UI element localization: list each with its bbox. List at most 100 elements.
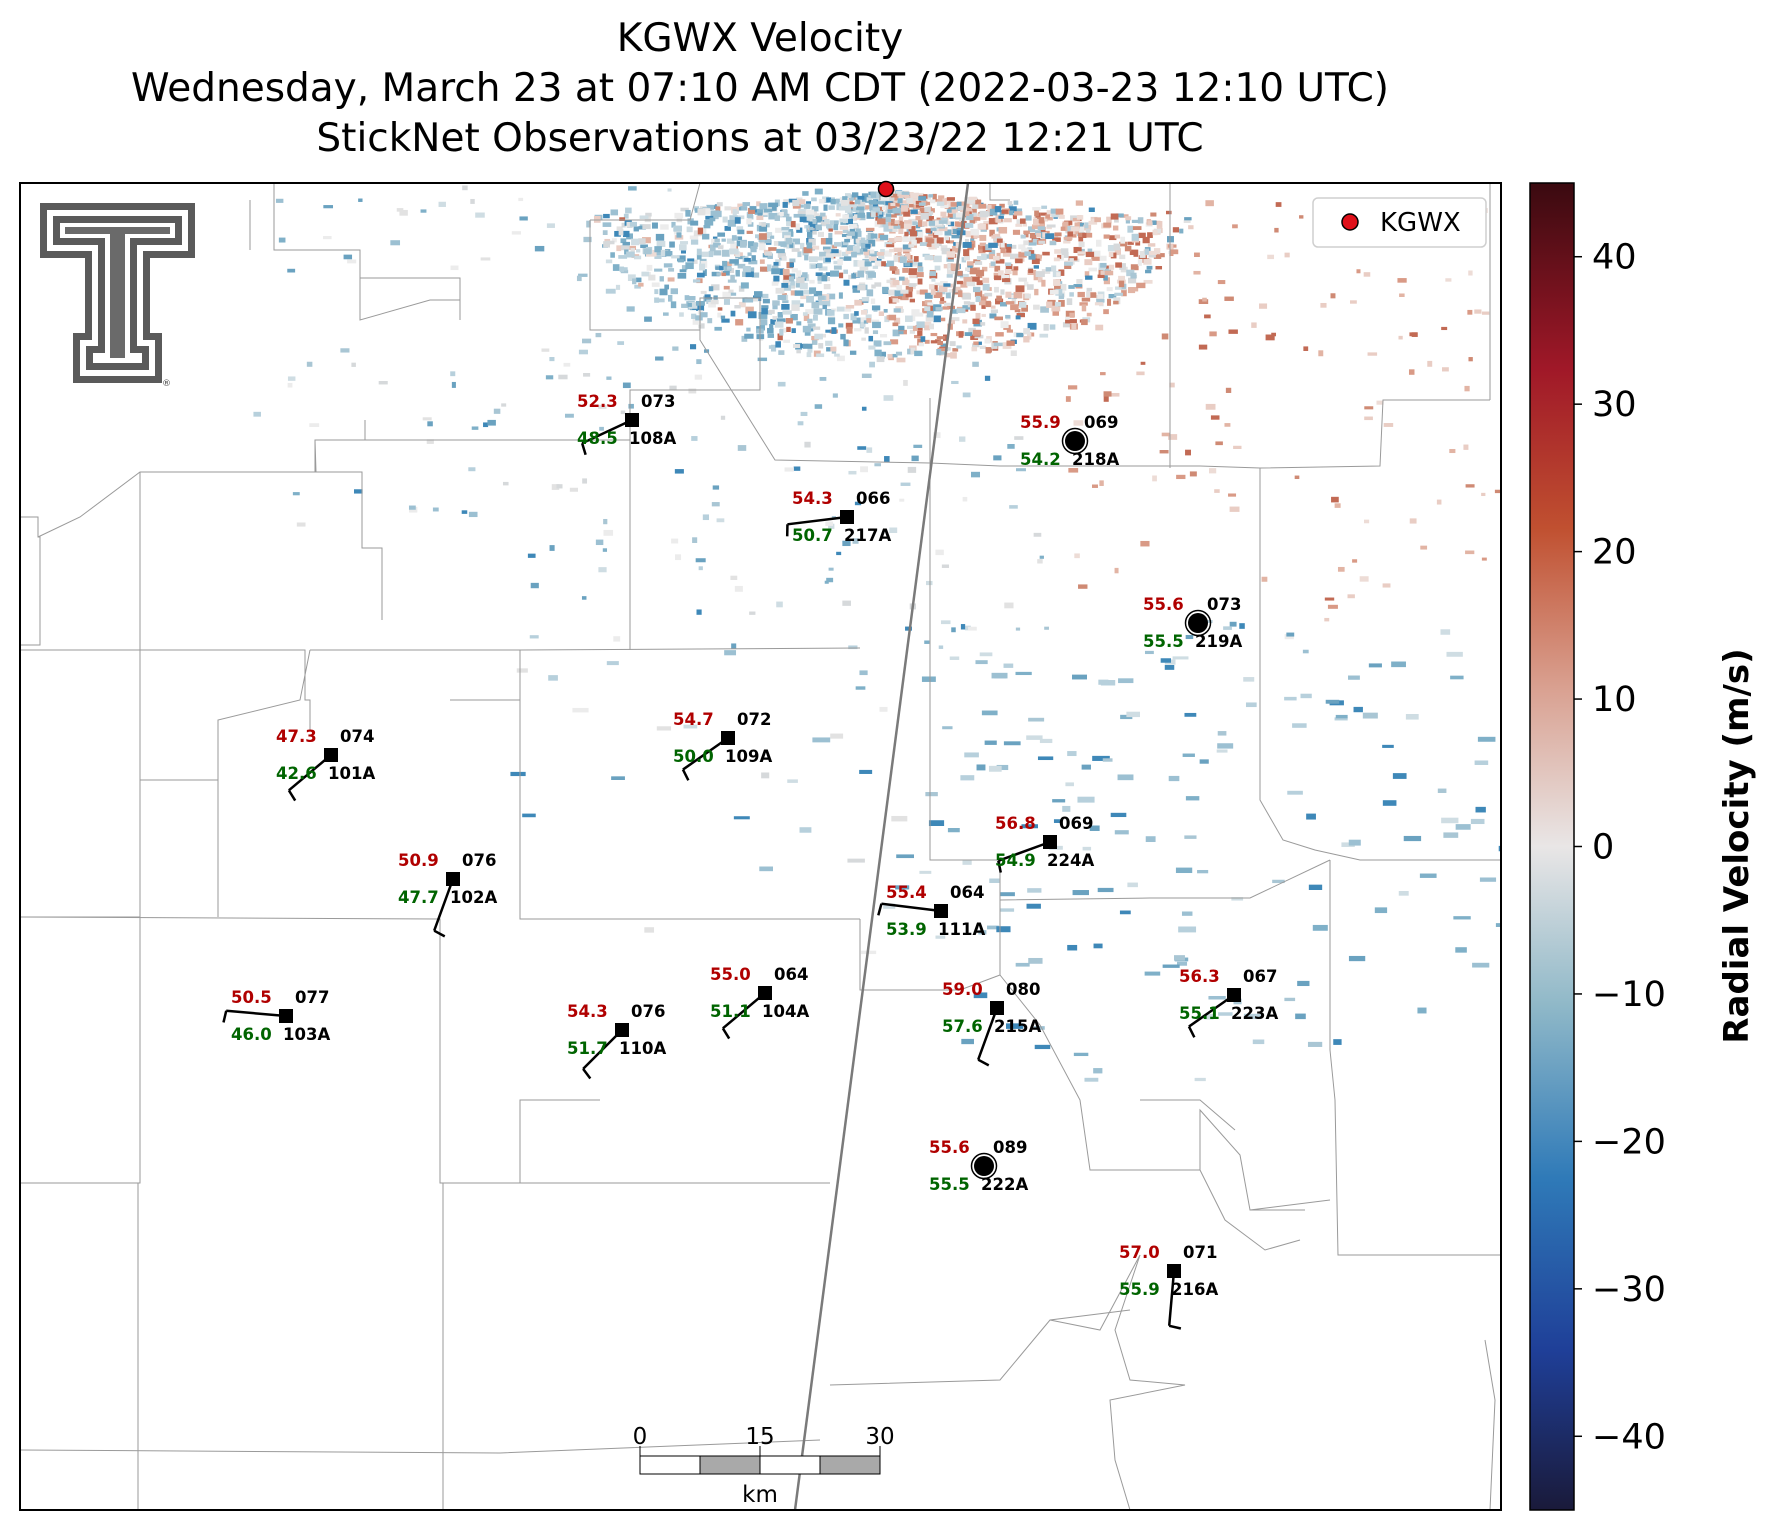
- station-dewpoint: 42.6: [276, 764, 317, 783]
- wind-barb-feather: [721, 1027, 731, 1040]
- station-direction: 066: [856, 489, 890, 508]
- station-temp: 52.3: [577, 392, 618, 411]
- station-215A: 59.0 080 57.6 215A: [942, 980, 1041, 1067]
- scale-label-0: 0: [633, 1424, 648, 1450]
- wind-barb: [288, 754, 332, 792]
- station-temp: 55.0: [710, 965, 751, 984]
- station-direction: 071: [1183, 1243, 1217, 1262]
- station-direction: 076: [462, 851, 496, 870]
- station-id: 223A: [1231, 1004, 1278, 1023]
- svg-text:®: ®: [162, 379, 171, 389]
- wind-barb: [787, 515, 848, 526]
- station-marker: [1167, 1264, 1181, 1278]
- station-id: 103A: [283, 1025, 330, 1044]
- station-id: 216A: [1171, 1280, 1218, 1299]
- wind-barb: [1188, 993, 1235, 1028]
- station-id: 102A: [450, 888, 497, 907]
- legend-kgwx-label: KGWX: [1380, 208, 1461, 238]
- colorbar-tick-label: 10: [1592, 680, 1637, 720]
- station-id: 215A: [994, 1017, 1041, 1036]
- wind-barb-feather: [977, 1058, 990, 1067]
- colorbar-ticks: 40 30 20 10 0 −10 −20 −30 −40: [1574, 238, 1666, 1457]
- station-110A: 54.3 076 51.7 110A: [567, 1002, 666, 1080]
- colorbar: 40 30 20 10 0 −10 −20 −30 −40 Radial Velocity (m…: [1529, 182, 1757, 1511]
- station-calm-ring: [1061, 427, 1089, 455]
- wind-barb: [977, 1007, 999, 1061]
- station-marker: [1043, 835, 1057, 849]
- scale-label-15: 15: [745, 1424, 774, 1450]
- station-101A: 47.3 074 42.6 101A: [276, 727, 375, 802]
- map-background: [20, 183, 1501, 1510]
- station-id: 101A: [328, 764, 375, 783]
- station-temp: 57.0: [1119, 1243, 1160, 1262]
- colorbar-tick-label: 30: [1592, 385, 1637, 425]
- station-224A: 56.8 069 54.9 224A: [995, 814, 1094, 873]
- station-dewpoint: 55.5: [1143, 632, 1184, 651]
- station-dewpoint: 51.1: [710, 1002, 751, 1021]
- station-109A: 54.7 072 50.0 109A: [673, 710, 772, 781]
- station-marker: [990, 1001, 1004, 1015]
- station-id: 111A: [938, 920, 985, 939]
- county-boundaries: [20, 183, 1501, 1510]
- kgwx-radar-marker: [877, 180, 895, 198]
- colorbar-tick-label: −40: [1592, 1417, 1666, 1457]
- station-id: 222A: [981, 1175, 1028, 1194]
- station-dewpoint: 50.7: [792, 526, 833, 545]
- station-217A: 54.3 066 50.7 217A: [785, 489, 891, 545]
- wind-barb-feather: [287, 789, 297, 802]
- station-102A: 50.9 076 47.7 102A: [398, 851, 497, 938]
- station-103A: 50.5 077 46.0 103A: [222, 988, 330, 1044]
- station-id: 217A: [844, 526, 891, 545]
- station-temp: 55.4: [886, 883, 927, 902]
- station-temp: 55.6: [1143, 595, 1184, 614]
- wind-barb-feather: [877, 903, 883, 916]
- station-marker: [721, 731, 735, 745]
- station-direction: 080: [1006, 980, 1040, 999]
- scale-unit: km: [742, 1482, 778, 1508]
- station-id: 104A: [762, 1002, 809, 1021]
- station-223A: 56.3 067 55.1 223A: [1179, 967, 1278, 1038]
- wind-barb: [682, 736, 729, 771]
- colorbar-tick-label: 40: [1592, 238, 1637, 278]
- colorbar-tick-label: −20: [1592, 1122, 1666, 1162]
- station-calm-ring: [1184, 609, 1212, 637]
- wind-barb-feather: [580, 442, 587, 456]
- station-marker: [625, 413, 639, 427]
- station-108A: 52.3 073 48.5 108A: [577, 392, 676, 456]
- station-direction: 074: [340, 727, 374, 746]
- title-line-1: KGWX Velocity: [616, 16, 904, 61]
- station-dewpoint: 55.1: [1179, 1004, 1220, 1023]
- colorbar-tick-label: −30: [1592, 1270, 1666, 1310]
- map-legend: KGWX: [1312, 197, 1487, 248]
- station-direction: 073: [641, 392, 675, 411]
- station-direction: 073: [1207, 595, 1241, 614]
- wind-barb-feather: [433, 929, 446, 938]
- colorbar-tick-label: 0: [1592, 828, 1614, 868]
- station-direction: 077: [295, 988, 329, 1007]
- station-direction: 089: [993, 1138, 1027, 1157]
- station-marker: [324, 748, 338, 762]
- station-temp: 47.3: [276, 727, 317, 746]
- station-216A: 57.0 071 55.9 216A: [1119, 1243, 1218, 1330]
- station-calm-marker: [974, 1156, 994, 1176]
- station-id: 218A: [1072, 450, 1119, 469]
- station-marker: [1227, 988, 1241, 1002]
- wind-barb-feather: [582, 1068, 592, 1080]
- legend-kgwx-marker: [1341, 213, 1359, 231]
- station-calm-marker: [1188, 613, 1208, 633]
- station-id: 224A: [1047, 851, 1094, 870]
- sticknet-stations: 52.3 073 48.5 108A 55.9 069 54.2 218A 54.3 066 50.…: [222, 392, 1278, 1330]
- station-temp: 50.9: [398, 851, 439, 870]
- map-border: [19, 182, 1502, 1511]
- scale-bar: 0 15 30 km: [633, 1424, 895, 1508]
- station-id: 219A: [1195, 632, 1242, 651]
- station-marker: [758, 986, 772, 1000]
- wind-barb: [1167, 1270, 1176, 1326]
- station-id: 109A: [725, 747, 772, 766]
- station-dewpoint: 47.7: [398, 888, 439, 907]
- station-dewpoint: 55.5: [929, 1175, 970, 1194]
- station-dewpoint: 57.6: [942, 1017, 983, 1036]
- station-temp: 55.9: [1020, 413, 1061, 432]
- station-direction: 076: [631, 1002, 665, 1021]
- station-temp: 54.3: [567, 1002, 608, 1021]
